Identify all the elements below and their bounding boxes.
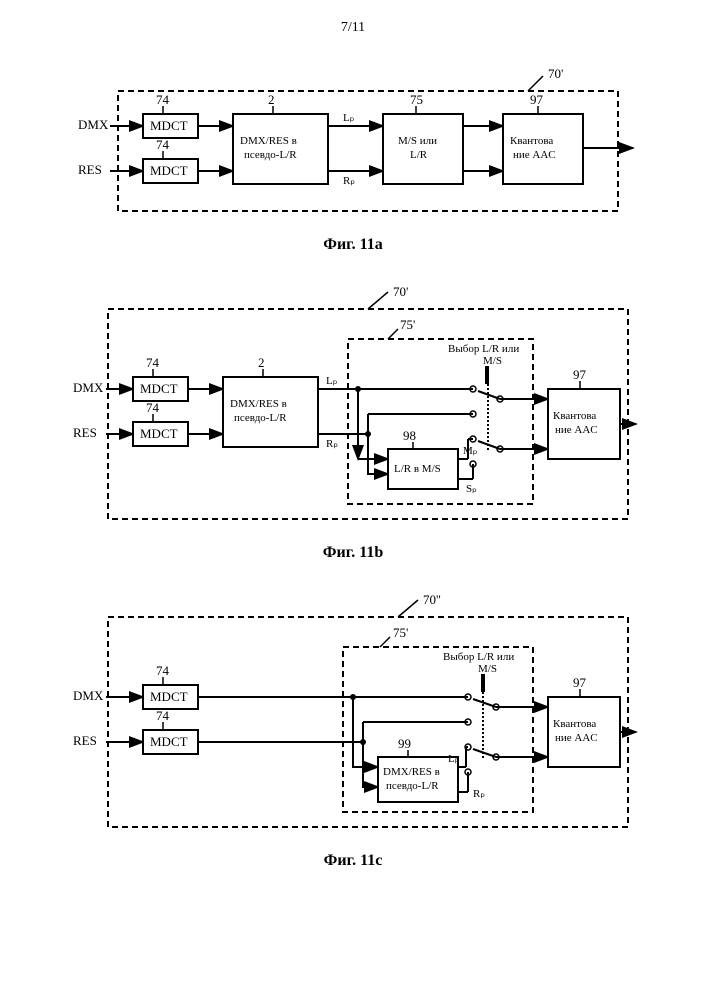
fig-11b: 70' 75' Выбор L/R или M/S DMX RES MDCT 7… [68,284,638,534]
dmxres-l1: DMX/RES в [240,135,297,147]
rp-c: Rₚ [473,788,485,800]
mp-b: Mₚ [463,445,478,457]
ref-70: 70' [548,66,563,81]
caption-11b: Фиг. 11b [20,544,686,562]
caption-11a: Фиг. 11a [20,236,686,254]
dmxres-ref: 2 [268,92,275,107]
page-number: 7/11 [20,20,686,36]
q-l2-b: ние AAC [555,424,598,436]
m-lb-c: MDCT [150,734,188,749]
label-dmx-b: DMX [73,380,104,395]
lp-c: Lₚ [448,753,460,765]
label-res-b: RES [73,425,97,440]
ms-l1: M/S или [398,135,437,147]
fig-11c: 70'' 75' Выбор L/R или M/S DMX RES MDCT … [68,592,638,842]
dr-l2-b: псевдо-L/R [234,412,287,424]
dr-ref-b: 2 [258,355,265,370]
sel-l1c: Выбор L/R или [443,651,514,663]
quant-l1: Квантова [510,135,553,147]
sig-rp: Rₚ [343,175,355,187]
mdct-lt-b: MDCT [140,381,178,396]
sel-l1b: Выбор L/R или [448,343,519,355]
ref-75c: 75' [393,625,408,640]
sp-b: Sₚ [466,483,477,495]
dr-l2-c: псевдо-L/R [386,780,439,792]
label-res-c: RES [73,733,97,748]
mdct-rt-b: 74 [146,355,160,370]
mdct-ref-top: 74 [156,92,170,107]
q-l2-c: ние AAC [555,732,598,744]
q-l1-b: Квантова [553,410,596,422]
sig-lp: Lₚ [343,112,355,124]
ref-70b: 70' [393,284,408,299]
ref-75b: 75' [400,317,415,332]
caption-11c: Фиг. 11c [20,852,686,870]
lp-b: Lₚ [326,375,338,387]
mdct-ref-bot: 74 [156,137,170,152]
m-rt-c: 74 [156,663,170,678]
dr-ref-c: 99 [398,736,411,751]
m-rb-c: 74 [156,708,170,723]
label-dmx-c: DMX [73,688,104,703]
sel-l2b: M/S [483,355,502,367]
q-ref-c: 97 [573,675,587,690]
lrms-l: L/R в M/S [394,463,441,475]
dmxres-l2: псевдо-L/R [244,149,297,161]
mdct-lb-b: MDCT [140,426,178,441]
label-dmx: DMX [78,117,109,132]
label-res: RES [78,162,102,177]
mdct-rb-b: 74 [146,400,160,415]
mdct-label-bot: MDCT [150,163,188,178]
rp-b: Rₚ [326,438,338,450]
ref-70c: 70'' [423,592,441,607]
lrms-ref: 98 [403,428,416,443]
m-lt-c: MDCT [150,689,188,704]
dr-l1-c: DMX/RES в [383,766,440,778]
sel-l2c: M/S [478,663,497,675]
q-ref-b: 97 [573,367,587,382]
dr-l1-b: DMX/RES в [230,398,287,410]
ms-l2: L/R [410,149,428,161]
ms-ref: 75 [410,92,423,107]
q-l1-c: Квантова [553,718,596,730]
quant-l2: ние AAC [513,149,556,161]
mdct-label-top: MDCT [150,118,188,133]
fig-11a: 70' DMX RES MDCT 74 MDCT 74 DMX/RES в пс… [68,66,638,226]
quant-ref: 97 [530,92,544,107]
